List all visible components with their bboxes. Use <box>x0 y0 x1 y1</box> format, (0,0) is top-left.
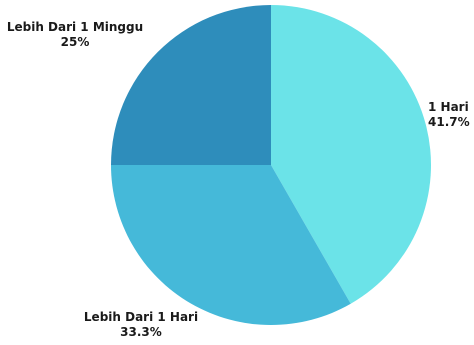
slice-label-lebih-dari-1-minggu: Lebih Dari 1 Minggu 25% <box>0 20 150 50</box>
slice-lebih-dari-1-hari <box>111 165 351 325</box>
slice-label-lebih-dari-1-hari: Lebih Dari 1 Hari 33.3% <box>66 310 216 340</box>
slice-label-1-hari-value: 41.7% <box>428 115 470 129</box>
slice-label-1-hari-name: 1 Hari <box>428 100 469 114</box>
slice-label-lebih-dari-1-minggu-name: Lebih Dari 1 Minggu <box>6 20 144 34</box>
slice-label-lebih-dari-1-hari-value: 33.3% <box>120 325 162 339</box>
slice-label-lebih-dari-1-minggu-value: 25% <box>60 35 90 49</box>
slice-label-1-hari: 1 Hari 41.7% <box>428 100 470 130</box>
slice-label-lebih-dari-1-hari-name: Lebih Dari 1 Hari <box>83 310 199 324</box>
slice-lebih-dari-1-minggu <box>111 5 271 165</box>
slice-1-hari <box>271 5 431 304</box>
